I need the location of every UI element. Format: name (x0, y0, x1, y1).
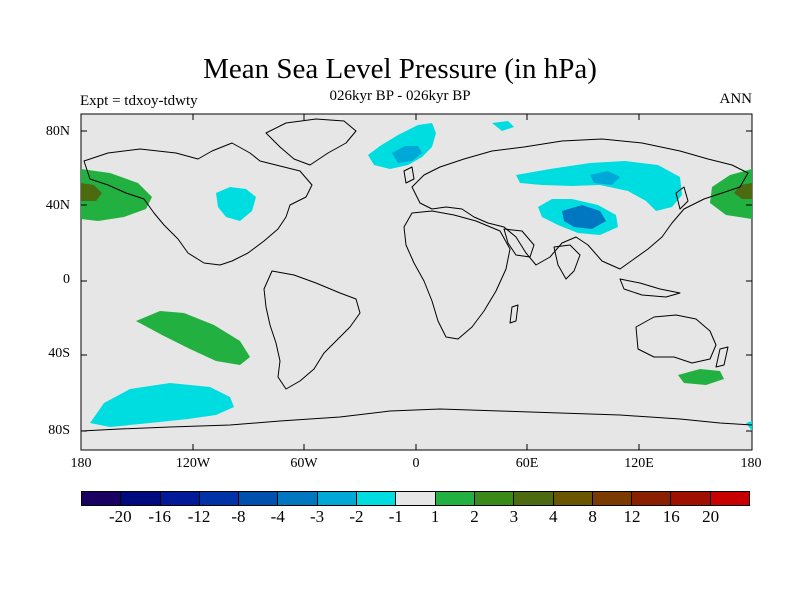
colorbar-swatch (82, 492, 122, 505)
colorbar-label: 16 (662, 507, 680, 526)
japan-outline (675, 186, 689, 210)
season-label: ANN (719, 91, 753, 107)
colorbar-swatch (121, 492, 161, 505)
green-anomaly-south-tasman (678, 369, 724, 385)
colorbar-swatch (632, 492, 672, 505)
cyan-anomaly-arctic-small (492, 121, 514, 131)
x-tick-120w: 120W (175, 456, 211, 471)
x-tick-180e: 180 (740, 456, 762, 471)
y-tick-40s: 40S (48, 346, 70, 361)
colorbar-swatch (396, 492, 436, 505)
north-america-outline (83, 142, 313, 266)
colorbar-label: -2 (349, 507, 364, 526)
colorbar-label: -1 (388, 507, 403, 526)
arabia-outline (503, 228, 535, 258)
colorbar-label: -8 (231, 507, 246, 526)
figure-subtitle: 026kyr BP - 026kyr BP (329, 88, 471, 104)
cyan-anomaly-north-america (216, 187, 256, 221)
uk-outline (403, 166, 415, 184)
y-tick-0: 0 (63, 272, 70, 287)
new-zealand-outline (715, 346, 729, 368)
colorbar-swatch (317, 492, 358, 505)
y-tick-40n: 40N (45, 198, 70, 213)
australia-outline (635, 314, 717, 364)
colorbar-label: 12 (623, 507, 641, 526)
colorbar-label: 4 (548, 507, 558, 526)
cyan-anomaly-antarctic (90, 383, 234, 427)
colorbar-label: -16 (148, 507, 172, 526)
colorbar-label: -3 (310, 507, 325, 526)
blue-anomaly-north-atlantic (392, 146, 422, 163)
y-tick-80n: 80N (45, 124, 70, 139)
experiment-label: Expt = tdxoy-tdwty (80, 93, 198, 109)
figure-title: Mean Sea Level Pressure (in hPa) (203, 53, 597, 85)
blue-anomaly-siberia (590, 171, 620, 185)
colorbar-swatch (199, 492, 240, 505)
colorbar-swatch (278, 492, 318, 505)
x-tick-0: 0 (412, 456, 420, 471)
colorbar-swatch (671, 492, 711, 505)
y-tick-80s: 80S (48, 423, 70, 438)
colorbar-swatch (239, 492, 279, 505)
x-tick-180w: 180 (70, 456, 92, 471)
map-panel (80, 113, 753, 451)
india-outline (553, 244, 581, 280)
colorbar-swatch (474, 492, 515, 505)
axis-ticks (81, 114, 752, 450)
africa-outline (403, 210, 511, 340)
x-tick-60e: 60E (515, 456, 539, 471)
europe-asia-outline (411, 138, 749, 270)
coastlines (80, 118, 753, 432)
blue-anomaly-tibet (562, 205, 606, 229)
indonesia-outline (619, 278, 681, 298)
colorbar-swatch (435, 492, 475, 505)
south-america-outline (263, 270, 361, 390)
colorbar-label: 3 (509, 507, 519, 526)
x-tick-60w: 60W (290, 456, 318, 471)
cyan-anomaly-edge-right (746, 421, 752, 431)
colorbar (81, 491, 750, 506)
cyan-anomaly-north-atlantic (368, 123, 436, 169)
x-tick-120e: 120E (624, 456, 654, 471)
darkgreen-anomaly-pacific-west (81, 183, 102, 201)
colorbar-swatch (514, 492, 554, 505)
colorbar-label: 1 (430, 507, 440, 526)
colorbar-swatch (357, 492, 397, 505)
colorbar-swatch (592, 492, 633, 505)
colorbar-swatch (553, 492, 593, 505)
cyan-anomaly-siberia (516, 161, 682, 211)
colorbar-label: 20 (702, 507, 720, 526)
green-anomaly-south-pacific (136, 311, 250, 365)
anomaly-contours (81, 121, 752, 431)
colorbar-label: -12 (187, 507, 211, 526)
colorbar-label: 8 (588, 507, 597, 526)
colorbar-label: -4 (270, 507, 285, 526)
green-anomaly-pacific-east (710, 169, 752, 219)
colorbar-label: 2 (470, 507, 479, 526)
antarctica-outline (80, 408, 753, 432)
colorbar-swatch (710, 492, 750, 505)
colorbar-swatch (160, 492, 200, 505)
madagascar-outline (509, 304, 519, 324)
greenland-outline (265, 118, 357, 166)
colorbar-label: -20 (109, 507, 132, 526)
